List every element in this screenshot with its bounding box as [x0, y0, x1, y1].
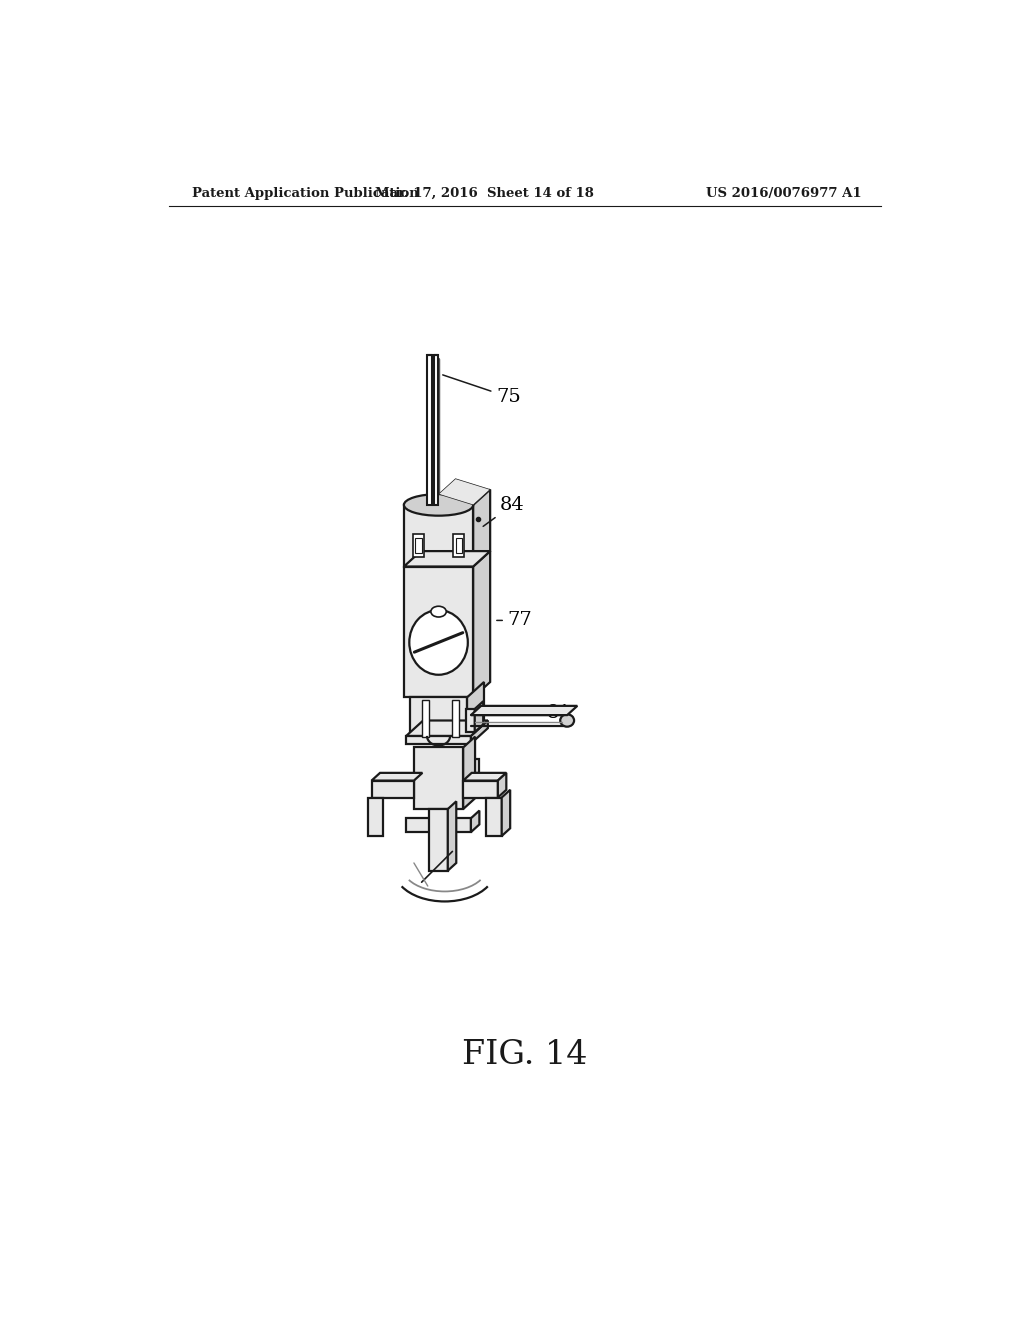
Polygon shape: [471, 721, 487, 743]
Bar: [466, 709, 475, 733]
Text: Mar. 17, 2016  Sheet 14 of 18: Mar. 17, 2016 Sheet 14 of 18: [376, 186, 594, 199]
Polygon shape: [463, 737, 475, 809]
Text: 84: 84: [483, 496, 525, 527]
Bar: [372, 780, 414, 797]
Text: FIG. 14: FIG. 14: [462, 1039, 588, 1072]
Bar: [403, 566, 473, 697]
Polygon shape: [407, 721, 487, 737]
Bar: [415, 759, 479, 774]
Text: 75: 75: [442, 375, 521, 407]
Polygon shape: [427, 355, 432, 506]
Polygon shape: [372, 774, 422, 780]
Polygon shape: [471, 706, 578, 715]
Polygon shape: [447, 801, 457, 871]
Polygon shape: [475, 701, 483, 733]
Bar: [452, 701, 460, 737]
Polygon shape: [498, 774, 506, 797]
Bar: [422, 701, 429, 737]
Bar: [414, 747, 463, 809]
Ellipse shape: [560, 714, 574, 726]
Bar: [407, 737, 471, 743]
Bar: [416, 539, 422, 553]
Bar: [454, 535, 464, 557]
Polygon shape: [438, 479, 490, 506]
Bar: [429, 809, 447, 871]
Polygon shape: [463, 774, 506, 780]
Bar: [413, 535, 424, 557]
Bar: [407, 818, 471, 832]
Text: 77: 77: [497, 611, 532, 630]
Polygon shape: [467, 682, 484, 739]
Bar: [410, 697, 467, 739]
Bar: [463, 780, 498, 797]
Polygon shape: [473, 552, 490, 697]
Polygon shape: [434, 355, 438, 506]
Text: 81: 81: [547, 704, 571, 722]
Text: US 2016/0076977 A1: US 2016/0076977 A1: [707, 186, 862, 199]
Ellipse shape: [410, 610, 468, 675]
Polygon shape: [473, 490, 490, 566]
Ellipse shape: [403, 494, 473, 516]
Bar: [456, 539, 462, 553]
Text: Patent Application Publication: Patent Application Publication: [193, 186, 419, 199]
Polygon shape: [502, 789, 510, 836]
Polygon shape: [403, 552, 490, 566]
Bar: [368, 797, 383, 836]
Ellipse shape: [431, 606, 446, 616]
Polygon shape: [471, 810, 479, 832]
Bar: [486, 797, 502, 836]
Bar: [403, 504, 473, 566]
